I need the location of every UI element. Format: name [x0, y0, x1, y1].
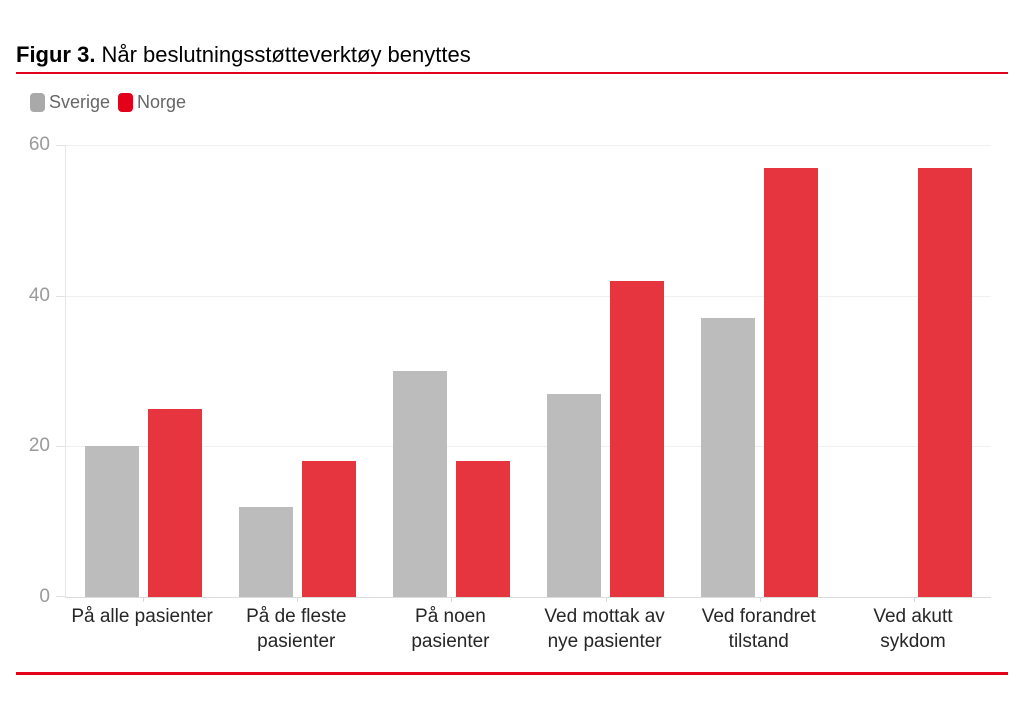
figure-number: Figur 3. — [16, 41, 96, 67]
x-axis-category-label: På noen pasienter — [411, 606, 490, 652]
bar-sverige — [392, 371, 447, 597]
bar-group — [529, 145, 683, 597]
bar-sverige — [84, 446, 139, 597]
bar-sverige — [547, 393, 602, 597]
y-axis-tick-label: 20 — [28, 435, 50, 457]
bar-group — [837, 145, 991, 597]
bar-norge — [455, 461, 510, 597]
y-axis-tick — [56, 446, 65, 448]
chart-legend: Sverige Norge — [30, 92, 186, 113]
legend-swatch-icon — [118, 93, 134, 112]
x-axis-category-label: På alle pasienter — [71, 606, 213, 627]
x-axis-category-label: På de fleste pasienter — [246, 606, 347, 652]
bar-group — [220, 145, 374, 597]
x-axis-tick — [143, 597, 145, 602]
legend-item-norge[interactable]: Norge — [118, 92, 186, 113]
bar-sverige — [238, 506, 293, 597]
figure-title-text: Når beslutningsstøtteverktøy benyttes — [101, 41, 471, 67]
figure-title: Figur 3. Når beslutningsstøtteverktøy ben… — [16, 42, 471, 68]
x-axis-tick — [759, 597, 761, 602]
bar-norge — [764, 167, 819, 597]
gridline-y-60 — [66, 145, 991, 146]
x-axis-labels: På alle pasienter På de fleste pasienter På… — [65, 604, 990, 654]
x-axis-category-label: Ved akutt sykdom — [873, 606, 953, 652]
bar-norge — [610, 280, 665, 597]
bar-norge — [301, 461, 356, 597]
y-axis-tick-label: 0 — [39, 586, 50, 607]
y-axis-tick — [56, 145, 65, 146]
x-axis-tick — [297, 597, 299, 602]
bar-sverige — [701, 318, 756, 597]
x-axis-tick — [605, 597, 607, 602]
y-axis-tick-label: 60 — [28, 134, 50, 155]
x-axis-category-label: Ved mottak av nye pasienter — [544, 606, 665, 652]
top-divider-line — [16, 72, 1008, 74]
legend-label: Norge — [137, 92, 187, 112]
bar-groups — [66, 145, 991, 597]
bar-group — [66, 145, 220, 597]
y-axis-tick-label: 40 — [28, 284, 50, 306]
y-axis-tick — [56, 295, 65, 297]
y-axis-tick — [56, 596, 65, 597]
x-axis-tick — [451, 597, 453, 602]
bar-chart-plot-area: 0 20 40 60 — [29, 134, 991, 607]
legend-swatch-icon — [30, 93, 45, 112]
legend-item-sverige[interactable]: Sverige — [30, 92, 110, 113]
bar-norge — [918, 167, 973, 597]
legend-label: Sverige — [49, 92, 111, 112]
bottom-divider-line — [16, 672, 1008, 675]
x-axis-tick — [913, 597, 915, 602]
gridline-y-40 — [66, 295, 991, 297]
x-axis-category-label: Ved forandret tilstand — [701, 606, 816, 652]
bar-norge — [147, 408, 202, 597]
bar-group — [683, 145, 837, 597]
gridline-y-20 — [66, 446, 991, 448]
bar-group — [374, 145, 528, 597]
